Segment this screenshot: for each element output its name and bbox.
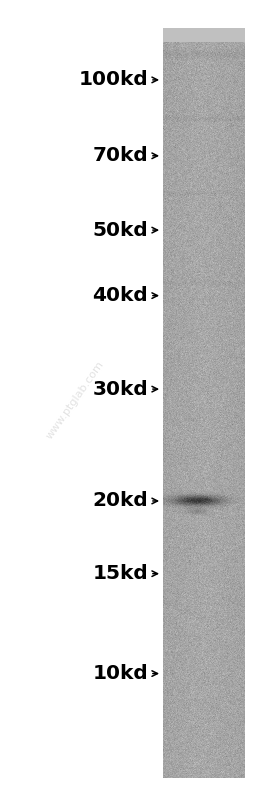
- Bar: [163, 28, 245, 42]
- Text: www.ptglab.com: www.ptglab.com: [44, 359, 106, 441]
- Text: 70kd: 70kd: [92, 146, 148, 165]
- Text: 50kd: 50kd: [92, 221, 148, 240]
- Text: 20kd: 20kd: [92, 491, 148, 511]
- Text: 10kd: 10kd: [92, 664, 148, 683]
- Text: 40kd: 40kd: [92, 286, 148, 305]
- Text: 15kd: 15kd: [92, 564, 148, 583]
- Text: 100kd: 100kd: [78, 70, 148, 89]
- Text: 30kd: 30kd: [92, 380, 148, 399]
